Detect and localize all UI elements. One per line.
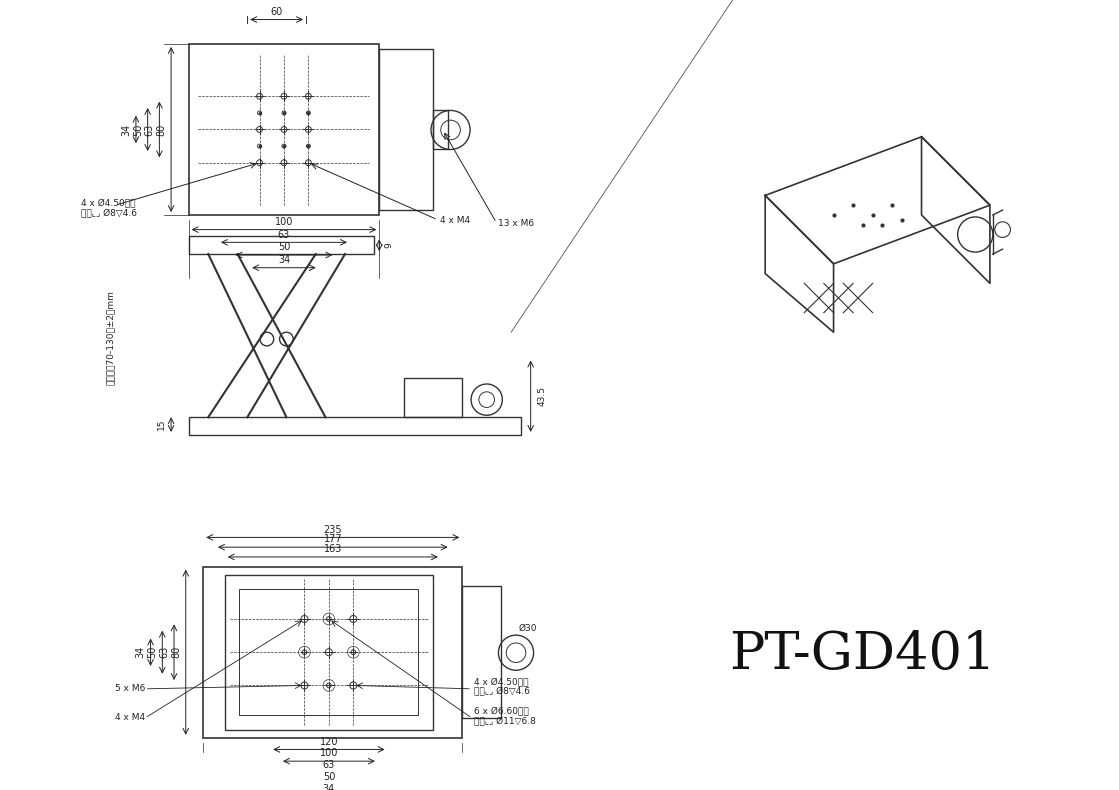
Text: 6 x Ø6.60贯穿: 6 x Ø6.60贯穿	[474, 706, 529, 715]
Bar	[433, 111, 448, 149]
Bar	[189, 44, 379, 215]
Text: 63: 63	[159, 646, 169, 658]
Text: 63: 63	[144, 123, 154, 136]
Bar	[404, 378, 462, 417]
Text: 5 x M6: 5 x M6	[115, 684, 145, 693]
Text: 50: 50	[322, 772, 335, 782]
Text: 15: 15	[157, 419, 166, 431]
Text: PT-GD401: PT-GD401	[730, 629, 996, 680]
Text: 4 x M4: 4 x M4	[115, 713, 145, 722]
Text: 34: 34	[278, 255, 290, 265]
Text: 50: 50	[278, 243, 290, 252]
Bar	[189, 236, 375, 254]
Text: 9: 9	[385, 243, 394, 248]
Text: 34: 34	[135, 646, 145, 658]
Text: 177: 177	[323, 534, 342, 544]
Text: 63: 63	[278, 230, 290, 239]
Text: 63: 63	[322, 760, 335, 770]
Text: 13 x M6: 13 x M6	[498, 219, 535, 228]
Text: 4 x Ø4.50贯穿: 4 x Ø4.50贯穿	[474, 677, 528, 686]
Text: 80: 80	[157, 123, 167, 136]
Bar	[189, 417, 521, 434]
Text: 34: 34	[121, 123, 131, 136]
Text: 80: 80	[171, 646, 181, 658]
Text: 50: 50	[133, 123, 143, 136]
Text: 100: 100	[275, 216, 293, 227]
Bar	[239, 589, 419, 715]
Bar	[225, 574, 433, 730]
Text: 4 x M4: 4 x M4	[440, 216, 470, 225]
Text: 背面⌞⌟ Ø8▽4.6: 背面⌞⌟ Ø8▽4.6	[82, 208, 138, 217]
Text: 100: 100	[320, 748, 338, 758]
Text: 43.5: 43.5	[538, 386, 547, 406]
Text: Ø30: Ø30	[519, 624, 537, 634]
Bar	[462, 586, 501, 718]
Text: 4 x Ø4.50贯穿: 4 x Ø4.50贯穿	[82, 198, 135, 207]
Text: 235: 235	[323, 525, 342, 535]
Bar	[379, 49, 433, 210]
Text: 60: 60	[271, 7, 283, 17]
Text: 163: 163	[323, 544, 342, 554]
Text: 50: 50	[148, 646, 158, 658]
Text: 34: 34	[322, 784, 335, 790]
Text: 120: 120	[320, 736, 338, 747]
Text: 行程范围70-130（±2）mm: 行程范围70-130（±2）mm	[106, 290, 115, 385]
Text: 背面⌞⌟ Ø8▽4.6: 背面⌞⌟ Ø8▽4.6	[474, 687, 530, 696]
Bar	[204, 566, 462, 738]
Text: 背面⌞⌟ Ø11▽6.8: 背面⌞⌟ Ø11▽6.8	[474, 716, 536, 725]
